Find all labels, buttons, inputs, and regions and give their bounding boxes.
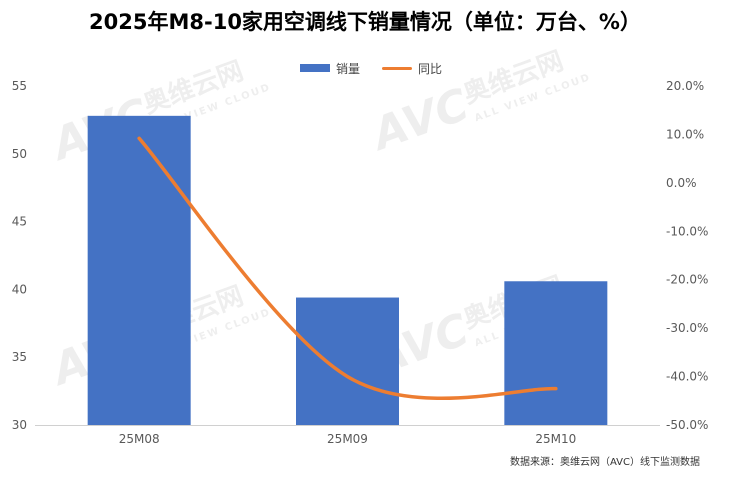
data-source-note: 数据来源：奥维云网（AVC）线下监测数据 [509, 457, 700, 468]
y-right-tick-label: -20.0% [666, 273, 708, 287]
bar-25M08 [87, 115, 191, 425]
bar-25M10 [504, 281, 608, 425]
y-right-tick-label: 20.0% [666, 79, 704, 93]
x-tick-label: 25M10 [535, 432, 576, 446]
legend-item-yoy: 同比 [382, 60, 442, 77]
x-tick-label: 25M09 [327, 432, 368, 446]
y-left-tick-label: 50 [12, 147, 27, 161]
legend-item-sales: 销量 [300, 60, 360, 77]
y-left-tick-label: 40 [12, 282, 27, 296]
legend-swatch-line [382, 66, 413, 70]
legend: 销量 同比 [300, 58, 464, 78]
legend-swatch-bar [300, 64, 330, 72]
y-right-tick-label: -30.0% [666, 321, 708, 335]
y-right-tick-label: 0.0% [666, 176, 697, 190]
yoy-line [137, 136, 558, 401]
legend-label-yoy: 同比 [418, 61, 443, 76]
watermark-logo: AVC [364, 79, 476, 161]
y-left-tick-label: 35 [12, 350, 27, 364]
y-left-tick-label: 45 [12, 215, 27, 229]
x-tick-label: 25M08 [119, 432, 160, 446]
chart-title: 2025年M8-10家用空调线下销量情况（单位：万台、%） [89, 10, 641, 34]
y-left-tick-label: 30 [12, 418, 27, 432]
y-right-tick-label: -50.0% [666, 418, 708, 432]
y-right-tick-label: -40.0% [666, 370, 708, 384]
y-left-tick-label: 55 [12, 79, 27, 93]
y-right-tick-label: -10.0% [666, 224, 708, 238]
y-right-tick-label: 10.0% [666, 127, 704, 141]
bar-25M09 [296, 297, 399, 425]
legend-label-sales: 销量 [336, 61, 361, 76]
